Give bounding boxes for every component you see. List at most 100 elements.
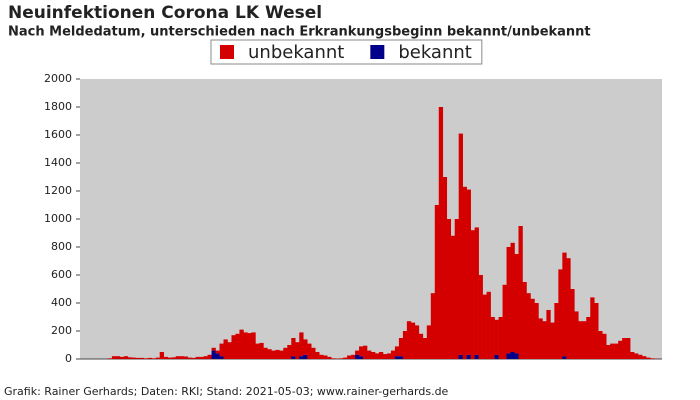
bar-segment xyxy=(219,343,224,357)
bar-segment xyxy=(422,338,428,359)
bar-segment xyxy=(303,339,308,355)
bar-segment xyxy=(351,354,356,359)
legend-swatch xyxy=(220,45,234,59)
bar-segment xyxy=(347,355,352,359)
bar-segment xyxy=(239,329,244,359)
bar-segment xyxy=(642,356,647,359)
bar-segment xyxy=(582,321,587,359)
bar-segment xyxy=(371,352,376,359)
bar-segment xyxy=(135,357,141,359)
bar-segment xyxy=(323,355,328,359)
bar-segment xyxy=(402,331,408,359)
bar-segment xyxy=(634,353,639,359)
bar-segment xyxy=(650,358,655,359)
legend-label: bekannt xyxy=(398,42,472,63)
bar-segment xyxy=(331,358,336,359)
bar-segment xyxy=(562,252,567,357)
bar-segment xyxy=(574,311,579,359)
bar-segment xyxy=(279,350,284,359)
bar-segment xyxy=(514,353,519,359)
bar-segment xyxy=(111,356,117,359)
bar-segment xyxy=(295,342,300,359)
bar-segment xyxy=(550,322,555,359)
bar-segment xyxy=(394,346,400,357)
bar-segment xyxy=(115,356,121,359)
chart-title: Neuinfektionen Corona LK Wesel xyxy=(8,3,322,23)
bar-segment xyxy=(163,356,168,359)
legend-label: unbekannt xyxy=(248,42,344,63)
y-tick-label: 1200 xyxy=(44,184,72,197)
bar-segment xyxy=(646,357,651,359)
bar-segment xyxy=(570,289,575,359)
bar-segment xyxy=(299,356,304,359)
bar-segment xyxy=(243,332,248,359)
bar-segment xyxy=(251,332,256,359)
bar-segment xyxy=(211,347,216,351)
bar-segment xyxy=(590,297,595,359)
bar-segment xyxy=(630,352,635,359)
bar-segment xyxy=(482,294,487,359)
y-tick-label: 1800 xyxy=(44,100,72,113)
y-tick-label: 2000 xyxy=(44,72,72,85)
bar-segment xyxy=(618,340,623,359)
bar-segment xyxy=(231,335,236,359)
bar-segment xyxy=(343,357,348,359)
bar-segment xyxy=(119,356,125,359)
bar-segment xyxy=(171,357,176,359)
bar-segment xyxy=(438,107,444,359)
bar-segment xyxy=(514,254,519,354)
bar-segment xyxy=(219,356,224,359)
bar-segment xyxy=(207,354,212,359)
bar-segment xyxy=(478,275,483,359)
bar-segment xyxy=(327,356,332,359)
y-tick-label: 400 xyxy=(51,296,72,309)
bar-segment xyxy=(319,354,324,359)
bar-segment xyxy=(446,219,452,359)
bar-segment xyxy=(131,357,137,359)
bar-segment xyxy=(179,356,184,359)
bar-segment xyxy=(626,338,631,359)
bar-segment xyxy=(602,333,607,359)
y-tick-label: 800 xyxy=(51,240,72,253)
bar-segment xyxy=(175,356,180,359)
bar-segment xyxy=(498,317,503,359)
bar-segment xyxy=(586,317,591,359)
bar-segment xyxy=(223,339,228,359)
bar-segment xyxy=(299,332,304,357)
bar-segment xyxy=(418,333,424,359)
bar-segment xyxy=(147,357,153,359)
bar-segment xyxy=(303,354,308,359)
bar-segment xyxy=(183,356,188,359)
bar-segment xyxy=(494,354,499,359)
bar-segment xyxy=(191,357,196,359)
bar-segment xyxy=(259,342,264,359)
bar-segment xyxy=(610,343,615,359)
bar-segment xyxy=(127,357,133,359)
legend-box xyxy=(210,39,483,65)
y-tick-label: 1400 xyxy=(44,156,72,169)
bar-segment xyxy=(522,282,527,359)
bar-segment xyxy=(562,356,567,359)
bar-segment xyxy=(203,356,208,359)
bar-segment xyxy=(339,358,344,359)
bar-segment xyxy=(355,354,360,359)
y-tick-label: 0 xyxy=(65,352,72,365)
bar-segment xyxy=(506,353,511,359)
bar-segment xyxy=(291,356,296,359)
chart-subtitle: Nach Meldedatum, unterschieden nach Erkr… xyxy=(8,25,591,40)
bar-segment xyxy=(406,321,412,359)
bar-segment xyxy=(466,189,471,355)
bar-segment xyxy=(247,333,252,359)
bar-segment xyxy=(291,338,296,357)
bar-segment xyxy=(542,321,547,359)
bar-segment xyxy=(510,352,515,359)
bar-segment xyxy=(307,343,312,359)
y-tick-label: 200 xyxy=(51,324,72,337)
bar-segment xyxy=(215,350,220,354)
bar-segment xyxy=(494,319,499,355)
bar-segment xyxy=(606,345,611,359)
bar-segment xyxy=(123,356,129,359)
bar-segment xyxy=(502,284,507,359)
legend: unbekannt bekannt xyxy=(210,39,483,65)
bar-segment xyxy=(458,133,463,355)
